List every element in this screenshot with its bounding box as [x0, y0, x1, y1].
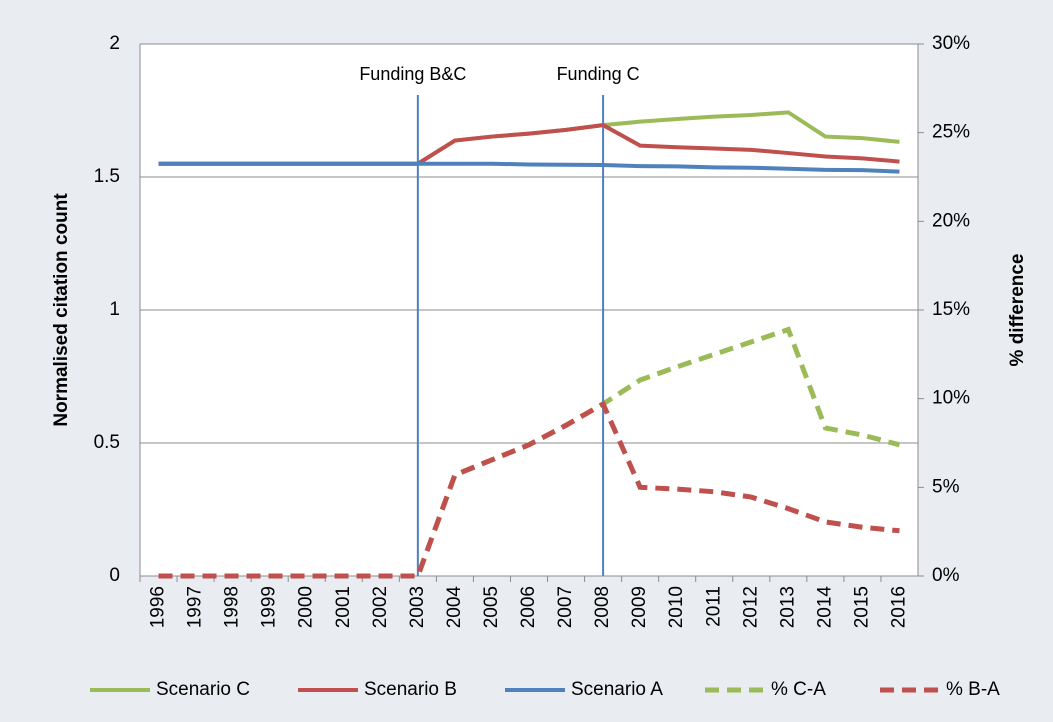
y2-tick-label: 25% — [932, 122, 970, 143]
x-tick-label: 2003 — [407, 586, 428, 628]
annotation-label: Funding B&C — [359, 64, 466, 84]
y2-tick-label: 20% — [932, 210, 970, 231]
x-tick-label: 2006 — [518, 586, 539, 628]
x-tick-label: 2010 — [666, 586, 687, 628]
x-tick-label: 2012 — [740, 586, 761, 628]
y2-axis-title: % difference — [1007, 254, 1028, 367]
legend-label: % B-A — [946, 679, 1000, 700]
series-line — [158, 161, 900, 174]
y-axis-title: Normalised citation count — [51, 193, 72, 427]
legend-label: % C-A — [771, 679, 826, 700]
series-line — [158, 400, 900, 579]
y-tick-label: 0.5 — [94, 432, 120, 453]
legend-label: Scenario B — [364, 679, 457, 700]
y-tick-label: 0 — [109, 565, 120, 586]
annotation-label: Funding C — [557, 64, 640, 84]
x-tick-label: 2007 — [555, 586, 576, 628]
x-tick-label: 2015 — [851, 586, 872, 628]
x-tick-label: 2016 — [888, 586, 909, 628]
x-tick-label: 2001 — [333, 586, 354, 628]
x-tick-label: 2009 — [629, 586, 650, 628]
y2-tick-label: 5% — [932, 476, 960, 497]
legend-label: Scenario A — [571, 679, 663, 700]
x-tick-label: 2014 — [814, 586, 835, 629]
x-tick-label: 2000 — [296, 586, 317, 628]
x-tick-label: 1998 — [222, 586, 243, 628]
y2-tick-label: 30% — [932, 33, 970, 54]
x-tick-label: 2004 — [444, 586, 465, 629]
y2-tick-label: 0% — [932, 565, 960, 586]
x-tick-label: 1999 — [259, 586, 280, 628]
legend-label: Scenario C — [156, 679, 250, 700]
y2-tick-label: 15% — [932, 299, 970, 320]
x-tick-label: 2011 — [703, 586, 724, 627]
y-tick-label: 1 — [109, 299, 120, 320]
x-tick-label: 1997 — [185, 586, 206, 628]
x-tick-label: 2002 — [370, 586, 391, 628]
y-tick-label: 1.5 — [94, 166, 120, 187]
x-tick-label: 1996 — [148, 586, 169, 628]
x-tick-label: 2008 — [592, 586, 613, 628]
x-tick-label: 2005 — [481, 586, 502, 628]
y-tick-label: 2 — [109, 33, 120, 54]
y2-tick-label: 10% — [932, 388, 970, 409]
x-tick-label: 2013 — [777, 586, 798, 628]
